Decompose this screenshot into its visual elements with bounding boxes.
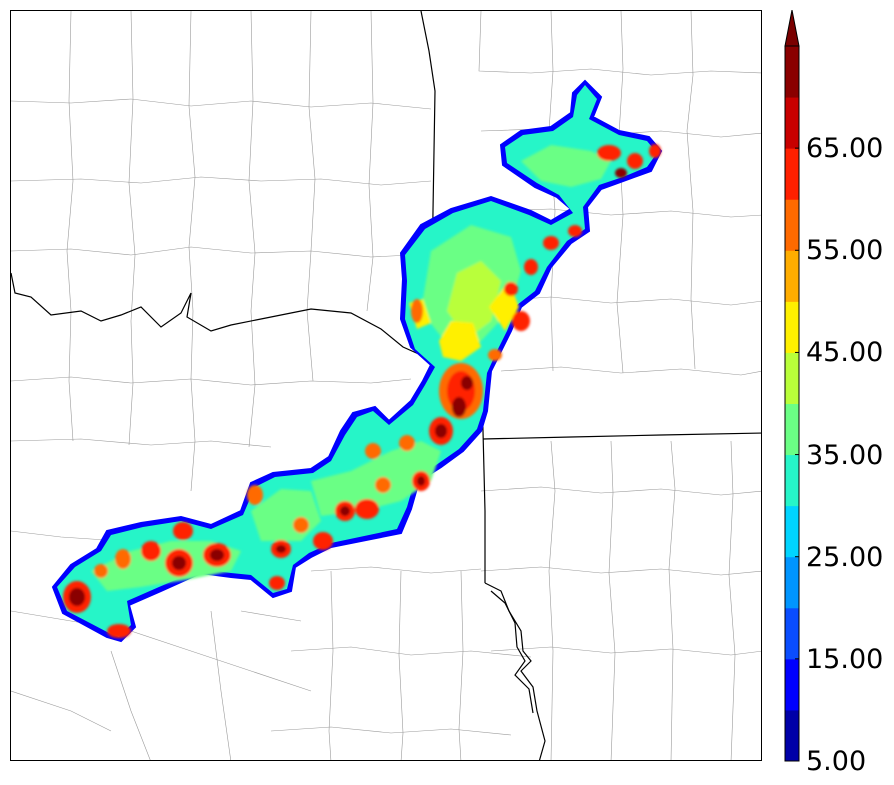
storm-cell [461,376,473,390]
colorbar-bin [785,709,799,762]
storm-cell [313,532,333,550]
colorbar-bin [785,556,799,609]
colorbar-bin [785,352,799,404]
storm-cell [411,299,423,323]
state-boundaries [11,11,761,760]
storm-cell [69,588,85,606]
reflectivity-map [10,10,762,761]
swath-fill-light [57,85,657,637]
storm-cell [269,576,285,590]
colorbar-tick-label: 45.00 [806,337,884,369]
storm-cell [568,225,582,237]
colorbar-tick-label: 15.00 [806,643,884,675]
storm-cell [210,549,224,561]
storm-cell [627,153,643,169]
storm-cell [340,506,350,516]
storm-cell [543,236,559,250]
colorbar-tick-label: 35.00 [806,439,884,471]
map-canvas [11,11,761,760]
storm-cell [173,522,193,540]
storm-cell [524,259,538,275]
storm-cell [504,282,518,296]
swath-interior [63,144,661,638]
storm-cell [615,168,627,178]
storm-cell [141,541,161,561]
storm-cell [276,545,286,553]
colorbar-bin [785,505,799,558]
storm-cell [452,397,466,417]
county-boundaries [11,11,761,760]
storm-cell [355,499,379,519]
storm-cell [94,564,108,578]
colorbar-bin [785,301,799,353]
colorbar-tick-label: 25.00 [806,541,884,573]
storm-cell [375,477,391,493]
storm-cell [115,549,131,569]
storm-cell [512,311,530,331]
storm-cell [488,349,502,361]
colorbar-bin [785,148,799,200]
colorbar-tick-label: 5.00 [806,746,867,777]
colorbar-bin [785,454,799,507]
colorbar-bin [785,97,799,149]
colorbar-bin [785,607,799,660]
colorbar [784,10,800,762]
colorbar-tick-label: 55.00 [806,235,884,267]
storm-cell [435,424,447,438]
storm-cell [172,556,186,570]
colorbar-tick-label: 65.00 [806,133,884,165]
colorbar-bin [785,199,799,251]
colorbar-bin [785,250,799,302]
storm-cell [365,443,381,459]
reflectivity-swath [51,79,663,643]
storm-cell [293,517,309,533]
colorbar-bin [785,658,799,711]
colorbar-bin [785,403,799,456]
storm-cell [649,144,661,158]
storm-cell [417,476,425,486]
colorbar-bin [785,46,799,98]
storm-cell [399,435,415,451]
storm-cell [247,485,263,505]
colorbar-extend-arrow [784,10,800,47]
storm-cell [597,145,621,161]
storm-cell [107,624,131,638]
